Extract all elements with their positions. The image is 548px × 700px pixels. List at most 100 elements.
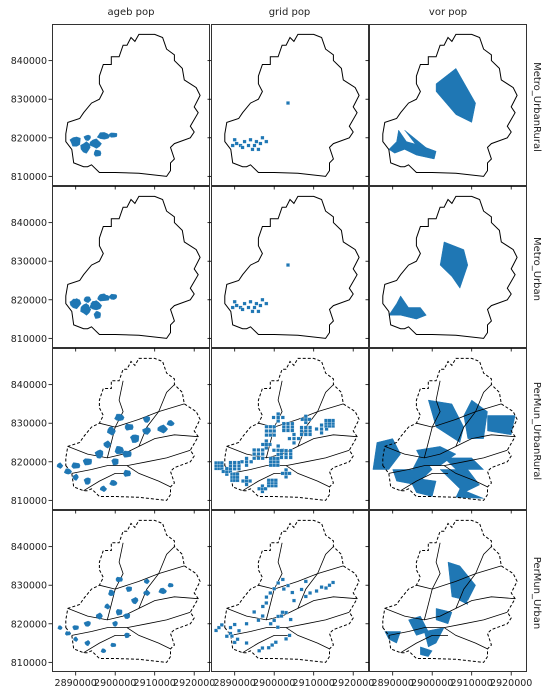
ageb-unit xyxy=(167,582,174,588)
grid-cell xyxy=(319,585,324,590)
grid-cell xyxy=(281,428,286,433)
ageb-unit xyxy=(84,640,91,647)
grid-cell xyxy=(260,135,265,140)
grid-cell xyxy=(284,636,289,641)
column-titles: ageb pop grid pop vor pop xyxy=(108,7,468,18)
x-tick-label: 2890000 xyxy=(372,678,414,689)
ageb-unit xyxy=(110,642,117,648)
municipal-boundary xyxy=(99,565,185,590)
ageb-unit xyxy=(158,587,167,595)
municipal-boundary xyxy=(83,635,131,654)
voronoi-cell xyxy=(384,631,401,644)
grid-cell xyxy=(290,421,295,426)
grid-cell xyxy=(232,137,237,142)
ageb-unit xyxy=(93,149,102,157)
grid-cell xyxy=(268,429,273,433)
grid-cell xyxy=(272,459,277,464)
grid-cell xyxy=(287,633,292,638)
grid-cell xyxy=(273,478,278,483)
grid-cell xyxy=(292,598,296,603)
panel-r3-c3 xyxy=(369,348,527,510)
ageb-unit xyxy=(122,450,132,458)
municipal-boundary xyxy=(126,611,191,628)
ageb-unit xyxy=(143,589,151,597)
grid-cell xyxy=(268,424,273,429)
grid-cell xyxy=(272,456,277,461)
panel-frame xyxy=(369,510,527,672)
voronoi-cell xyxy=(388,129,437,160)
grid-cell xyxy=(248,299,253,304)
grid-cell xyxy=(275,463,280,468)
metro-boundary xyxy=(224,357,360,501)
ageb-unit xyxy=(114,445,124,455)
ageb-unit xyxy=(81,303,90,314)
grid-cell xyxy=(303,594,308,599)
ageb-unit xyxy=(124,632,130,639)
grid-cell xyxy=(229,634,234,639)
ageb-unit xyxy=(131,597,139,605)
metro-boundary xyxy=(224,195,360,339)
grid-cell xyxy=(264,429,269,433)
municipal-boundary xyxy=(230,627,330,650)
metro-boundary xyxy=(224,519,360,663)
voronoi-cell xyxy=(388,295,427,320)
panel-frame xyxy=(211,510,369,672)
grid-cell xyxy=(279,448,284,453)
grid-cell xyxy=(270,478,275,483)
grid-cell xyxy=(228,625,233,630)
municipal-boundary xyxy=(423,380,441,459)
ageb-unit xyxy=(84,296,91,301)
panel-frame xyxy=(369,348,527,510)
ageb-unit xyxy=(89,138,102,149)
voronoi-cell xyxy=(447,561,476,601)
grid-cell xyxy=(276,614,281,619)
grid-cell xyxy=(214,628,219,633)
grid-cell xyxy=(264,595,269,600)
grid-cell xyxy=(271,448,276,453)
row-title-metro-urbanrural: Metro_UrbanRural xyxy=(531,62,542,152)
y-tick-label: 820000 xyxy=(11,619,47,630)
x-tick-label: 2910000 xyxy=(134,678,176,689)
grid-cell xyxy=(299,429,304,433)
grid-cell xyxy=(250,309,255,314)
grid-cell xyxy=(272,433,277,438)
grid-cell xyxy=(287,471,292,476)
y-tick-label: 810000 xyxy=(11,334,47,345)
x-tick-label: 2890000 xyxy=(55,678,97,689)
voronoi-cell xyxy=(455,488,484,499)
grid-cell xyxy=(272,429,277,433)
grid-cell xyxy=(276,415,281,420)
grid-cell xyxy=(260,614,265,618)
grid-cell xyxy=(307,417,312,422)
grid-cell xyxy=(252,610,257,614)
grid-cell xyxy=(292,436,296,441)
ageb-unit xyxy=(70,298,81,307)
panel-frame xyxy=(211,24,369,186)
grid-cell xyxy=(286,583,290,588)
metro-boundary xyxy=(382,195,518,339)
ageb-unit xyxy=(99,485,108,493)
grid-cell xyxy=(252,456,257,461)
grid-cell xyxy=(276,581,281,585)
grid-cell xyxy=(257,648,262,653)
grid-cell xyxy=(324,418,328,423)
y-tick-label: 840000 xyxy=(11,542,47,553)
grid-cell xyxy=(244,621,249,626)
voronoi-cell xyxy=(427,399,465,443)
x-tick-label: 2920000 xyxy=(490,678,532,689)
row-title-permun-urban: PerMun_Urban xyxy=(531,557,542,630)
municipal-boundary xyxy=(423,542,441,621)
panel-r2-c3 xyxy=(369,186,527,348)
panel-r2-c1 xyxy=(52,186,210,348)
grid-cell xyxy=(279,452,284,456)
grid-cell xyxy=(256,309,261,314)
grid-cell xyxy=(272,618,277,623)
grid-cell xyxy=(300,417,305,422)
grid-cell xyxy=(250,147,255,152)
grid-cell xyxy=(314,589,319,593)
x-tick-label: 2920000 xyxy=(332,678,374,689)
grid-cell xyxy=(244,459,249,464)
voronoi-cell xyxy=(443,457,485,470)
municipal-boundary xyxy=(83,472,131,492)
grid-cell xyxy=(296,436,301,441)
